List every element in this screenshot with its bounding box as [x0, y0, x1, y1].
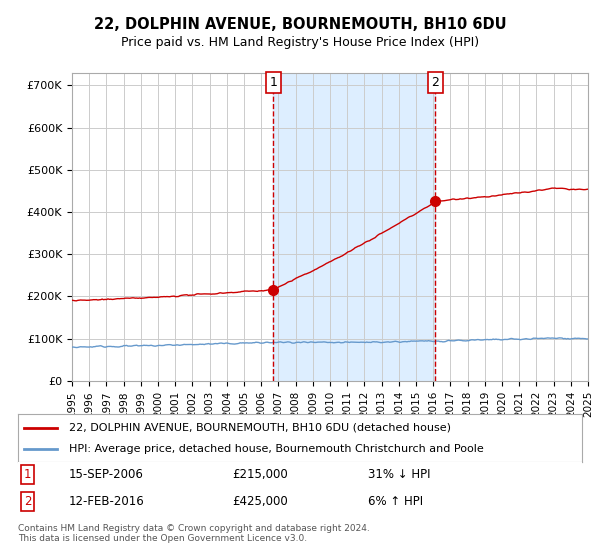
Text: HPI: Average price, detached house, Bournemouth Christchurch and Poole: HPI: Average price, detached house, Bour… — [69, 444, 484, 454]
Text: £215,000: £215,000 — [232, 468, 288, 481]
Bar — [274, 73, 436, 381]
Text: 15-SEP-2006: 15-SEP-2006 — [69, 468, 143, 481]
Text: 2: 2 — [23, 494, 31, 508]
Text: Contains HM Land Registry data © Crown copyright and database right 2024.
This d: Contains HM Land Registry data © Crown c… — [18, 524, 370, 543]
Text: 12-FEB-2016: 12-FEB-2016 — [69, 494, 145, 508]
Text: £425,000: £425,000 — [232, 494, 288, 508]
Text: Price paid vs. HM Land Registry's House Price Index (HPI): Price paid vs. HM Land Registry's House … — [121, 36, 479, 49]
Text: 6% ↑ HPI: 6% ↑ HPI — [368, 494, 423, 508]
Text: 1: 1 — [269, 76, 277, 89]
Text: 2: 2 — [431, 76, 439, 89]
Text: 22, DOLPHIN AVENUE, BOURNEMOUTH, BH10 6DU: 22, DOLPHIN AVENUE, BOURNEMOUTH, BH10 6D… — [94, 17, 506, 32]
Text: 22, DOLPHIN AVENUE, BOURNEMOUTH, BH10 6DU (detached house): 22, DOLPHIN AVENUE, BOURNEMOUTH, BH10 6D… — [69, 423, 451, 433]
Text: 31% ↓ HPI: 31% ↓ HPI — [368, 468, 430, 481]
Text: 1: 1 — [23, 468, 31, 481]
